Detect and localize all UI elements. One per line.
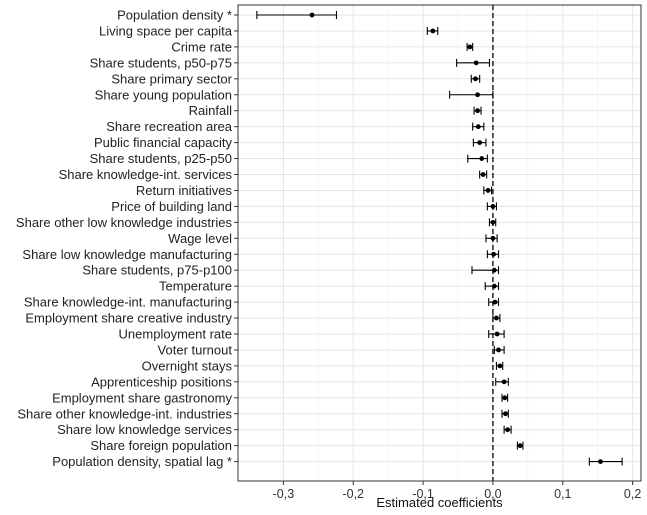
y-tick-label: Share low knowledge manufacturing bbox=[22, 247, 232, 262]
grid bbox=[238, 5, 641, 481]
x-tick-label: 0,0 bbox=[484, 487, 501, 501]
estimate-point bbox=[503, 411, 508, 417]
y-tick-label: Return initiatives bbox=[136, 183, 233, 198]
y-tick-label: Price of building land bbox=[111, 199, 232, 214]
estimate-point bbox=[475, 108, 480, 114]
estimate-point bbox=[494, 331, 500, 337]
estimate-point bbox=[494, 315, 499, 321]
estimate-points bbox=[309, 12, 603, 464]
estimate-point bbox=[598, 459, 603, 464]
y-axis-labels: Population density *Living space per cap… bbox=[16, 8, 238, 469]
estimate-point bbox=[491, 251, 497, 257]
estimate-point bbox=[501, 379, 507, 385]
estimate-point bbox=[490, 235, 496, 241]
x-tick-label: -0,1 bbox=[412, 487, 434, 501]
y-tick-label: Crime rate bbox=[171, 39, 232, 54]
estimate-point bbox=[491, 267, 497, 273]
y-tick-label: Population density, spatial lag * bbox=[52, 454, 232, 469]
y-tick-label: Share knowledge-int. manufacturing bbox=[24, 295, 232, 310]
estimate-point bbox=[502, 395, 508, 401]
estimate-point bbox=[467, 44, 473, 50]
y-tick-label: Share other knowledge-int. industries bbox=[17, 406, 232, 421]
x-axis-ticks: -0,3 -0,2 -0,1 0,0 0,1 0,2 bbox=[273, 481, 641, 501]
y-tick-label: Temperature bbox=[159, 279, 232, 294]
estimate-point bbox=[473, 60, 479, 66]
y-tick-label: Employment share creative industry bbox=[25, 311, 232, 326]
estimate-point bbox=[517, 443, 523, 449]
y-tick-label: Unemployment rate bbox=[119, 327, 232, 342]
estimate-point bbox=[475, 92, 480, 98]
estimate-point bbox=[473, 76, 478, 82]
estimate-point bbox=[490, 219, 496, 225]
x-tick-label: -0,3 bbox=[273, 487, 295, 501]
y-tick-label: Apprenticeship positions bbox=[91, 374, 232, 389]
y-tick-label: Share young population bbox=[95, 87, 232, 102]
plot-frame bbox=[237, 4, 642, 482]
x-tick-label: -0,2 bbox=[342, 487, 364, 501]
y-tick-label: Share knowledge-int. services bbox=[59, 167, 233, 182]
y-tick-label: Population density * bbox=[117, 8, 232, 23]
estimate-point bbox=[492, 299, 498, 305]
y-tick-label: Public financial capacity bbox=[94, 135, 233, 150]
y-tick-label: Voter turnout bbox=[158, 342, 233, 357]
y-tick-label: Share other low knowledge industries bbox=[16, 215, 233, 230]
estimate-point bbox=[309, 12, 315, 18]
y-tick-label: Overnight stays bbox=[142, 358, 233, 373]
y-tick-label: Share low knowledge services bbox=[57, 422, 232, 437]
y-tick-label: Share students, p75-p100 bbox=[82, 263, 232, 278]
estimate-point bbox=[477, 140, 483, 146]
estimate-point bbox=[490, 204, 496, 209]
estimate-point bbox=[479, 156, 485, 161]
estimate-point bbox=[475, 124, 481, 130]
estimate-point bbox=[485, 188, 491, 193]
estimate-point bbox=[491, 283, 497, 289]
y-tick-label: Share students, p25-p50 bbox=[90, 151, 232, 166]
estimate-point bbox=[430, 28, 436, 34]
y-tick-label: Living space per capita bbox=[99, 23, 233, 38]
x-tick-label: 0,1 bbox=[554, 487, 571, 501]
y-tick-label: Share students, p50-p75 bbox=[90, 55, 232, 70]
y-tick-label: Share foreign population bbox=[90, 438, 232, 453]
y-tick-label: Wage level bbox=[168, 231, 232, 246]
estimate-point bbox=[505, 427, 510, 433]
estimate-point bbox=[497, 363, 503, 369]
x-axis-title: Estimated coefficients bbox=[376, 495, 503, 510]
y-tick-label: Share recreation area bbox=[106, 119, 233, 134]
y-tick-label: Share primary sector bbox=[111, 71, 232, 86]
x-tick-label: 0,2 bbox=[624, 487, 641, 501]
estimate-point bbox=[496, 347, 501, 353]
estimate-point bbox=[480, 172, 486, 177]
y-tick-label: Rainfall bbox=[189, 103, 232, 118]
y-tick-label: Employment share gastronomy bbox=[52, 390, 232, 405]
